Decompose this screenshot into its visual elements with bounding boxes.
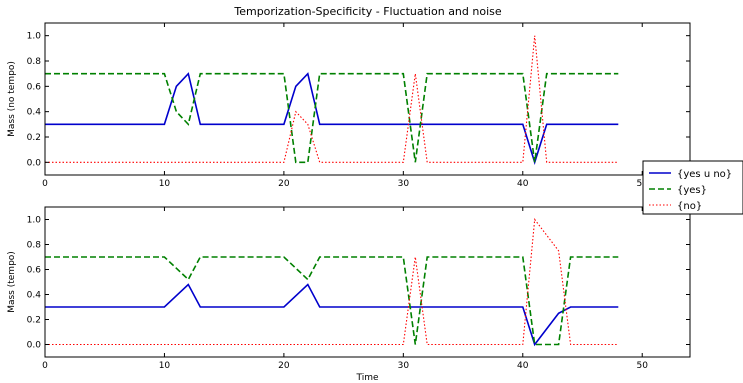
- chart-title: Temporization-Specificity - Fluctuation …: [233, 5, 502, 18]
- subplot-top: 0 10 20 30 40 50 0.0 0.2 0.4 0.6 0.8 1.0 Mass (no te…: [7, 22, 691, 189]
- y-tick-label: 0.6: [27, 82, 42, 92]
- series-line-yes: [45, 72, 619, 164]
- y-axis-label: Mass (tempo): [7, 251, 17, 313]
- y-tick-label: 0.6: [27, 266, 42, 276]
- subplot-bottom: 0 10 20 30 40 50 0.0 0.2 0.4 0.6 0.8 1.0 Mass (tempo…: [7, 206, 691, 383]
- axes-frame: [44, 206, 691, 358]
- x-tick-label: 30: [398, 361, 410, 371]
- y-axis-label: Mass (no tempo): [7, 61, 17, 137]
- legend-label: {no}: [677, 201, 702, 212]
- x-tick-label: 40: [517, 361, 529, 371]
- x-tick-label: 0: [42, 179, 48, 189]
- x-tick-label: 10: [159, 361, 171, 371]
- y-tick-label: 0.2: [27, 316, 41, 326]
- y-tick-label: 1.0: [27, 32, 42, 42]
- series-line-no: [45, 218, 619, 346]
- legend: {yes u no} {yes} {no}: [642, 160, 743, 215]
- y-tick-label: 0.4: [27, 291, 42, 301]
- x-tick-label: 20: [278, 361, 290, 371]
- y-tick-label: 0.4: [27, 108, 42, 118]
- x-axis-label: Time: [355, 373, 378, 383]
- x-tick-label: 50: [636, 179, 648, 189]
- y-tick-label: 0.0: [27, 341, 42, 351]
- x-tick-label: 40: [517, 179, 529, 189]
- axes-frame: [44, 22, 691, 176]
- x-tick-label: 20: [278, 179, 290, 189]
- y-tick-label: 0.0: [27, 158, 42, 168]
- x-tick-label: 0: [42, 361, 48, 371]
- y-tick-label: 1.0: [27, 216, 42, 226]
- series-line-no: [45, 35, 619, 163]
- series-line-yes-u-no: [45, 283, 619, 347]
- x-tick-label: 50: [636, 361, 648, 371]
- legend-label: {yes}: [677, 185, 707, 196]
- y-tick-label: 0.8: [27, 57, 42, 67]
- series-line-yes: [45, 256, 619, 346]
- series-line-yes-u-no: [45, 72, 619, 165]
- x-tick-label: 30: [398, 179, 410, 189]
- y-tick-label: 0.8: [27, 241, 42, 251]
- y-tick-label: 0.2: [27, 133, 41, 143]
- legend-label: {yes u no}: [677, 169, 732, 180]
- x-tick-label: 10: [159, 179, 171, 189]
